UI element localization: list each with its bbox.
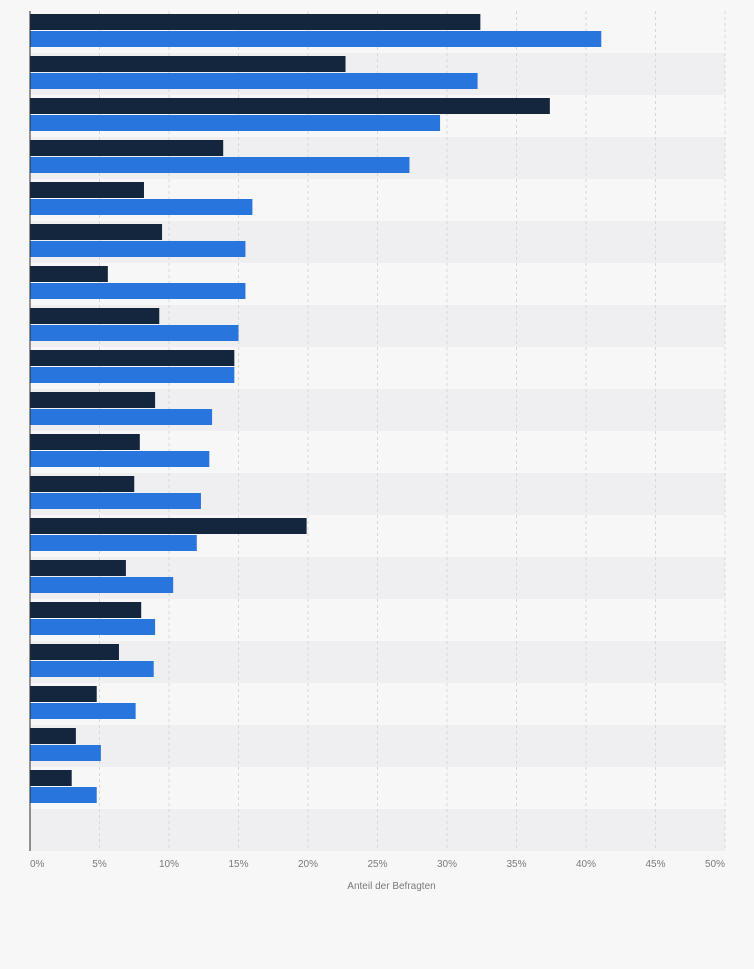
bar-series-1-17: [30, 686, 97, 702]
x-tick-label: 50%: [705, 859, 725, 870]
x-tick-label: 35%: [506, 859, 526, 870]
x-axis-title: Anteil der Befragten: [347, 881, 435, 892]
bar-series-2-16: [30, 661, 154, 677]
bar-series-2-17: [30, 703, 136, 719]
bar-series-1-11: [30, 434, 140, 450]
x-tick-label: 45%: [645, 859, 665, 870]
x-tick-label: 5%: [92, 859, 107, 870]
bar-series-2-12: [30, 493, 201, 509]
bar-series-1-14: [30, 560, 126, 576]
bar-series-1-16: [30, 644, 119, 660]
x-tick-label: 30%: [437, 859, 457, 870]
bar-series-1-7: [30, 266, 108, 282]
bar-series-2-5: [30, 199, 253, 215]
bar-series-1-9: [30, 350, 235, 366]
bar-series-1-13: [30, 518, 307, 534]
x-tick-label: 0%: [30, 859, 45, 870]
bar-series-2-10: [30, 409, 213, 425]
bar-series-2-3: [30, 115, 441, 131]
bar-series-2-18: [30, 745, 101, 761]
x-tick-label: 10%: [159, 859, 179, 870]
bar-series-1-1: [30, 14, 481, 30]
bar-series-2-4: [30, 157, 410, 173]
bar-series-2-1: [30, 31, 602, 47]
bar-series-1-6: [30, 224, 163, 240]
x-tick-label: 15%: [228, 859, 248, 870]
bar-series-1-8: [30, 308, 160, 324]
bar-series-1-15: [30, 602, 142, 618]
bar-series-2-9: [30, 367, 235, 383]
x-tick-label: 40%: [576, 859, 596, 870]
bar-series-2-15: [30, 619, 156, 635]
bar-series-1-4: [30, 140, 224, 156]
bar-series-2-6: [30, 241, 246, 257]
bar-series-2-11: [30, 451, 210, 467]
bar-series-2-19: [30, 787, 97, 803]
bar-series-1-3: [30, 98, 550, 114]
bar-series-1-12: [30, 476, 135, 492]
x-tick-label: 25%: [367, 859, 387, 870]
bar-series-2-14: [30, 577, 174, 593]
bar-series-2-13: [30, 535, 197, 551]
bar-series-1-2: [30, 56, 346, 72]
bar-series-1-10: [30, 392, 156, 408]
bar-series-2-2: [30, 73, 478, 89]
bar-series-1-19: [30, 770, 72, 786]
bar-series-1-5: [30, 182, 144, 198]
bar-series-2-8: [30, 325, 239, 341]
bar-series-1-18: [30, 728, 76, 744]
bar-series-2-7: [30, 283, 246, 299]
x-tick-label: 20%: [298, 859, 318, 870]
